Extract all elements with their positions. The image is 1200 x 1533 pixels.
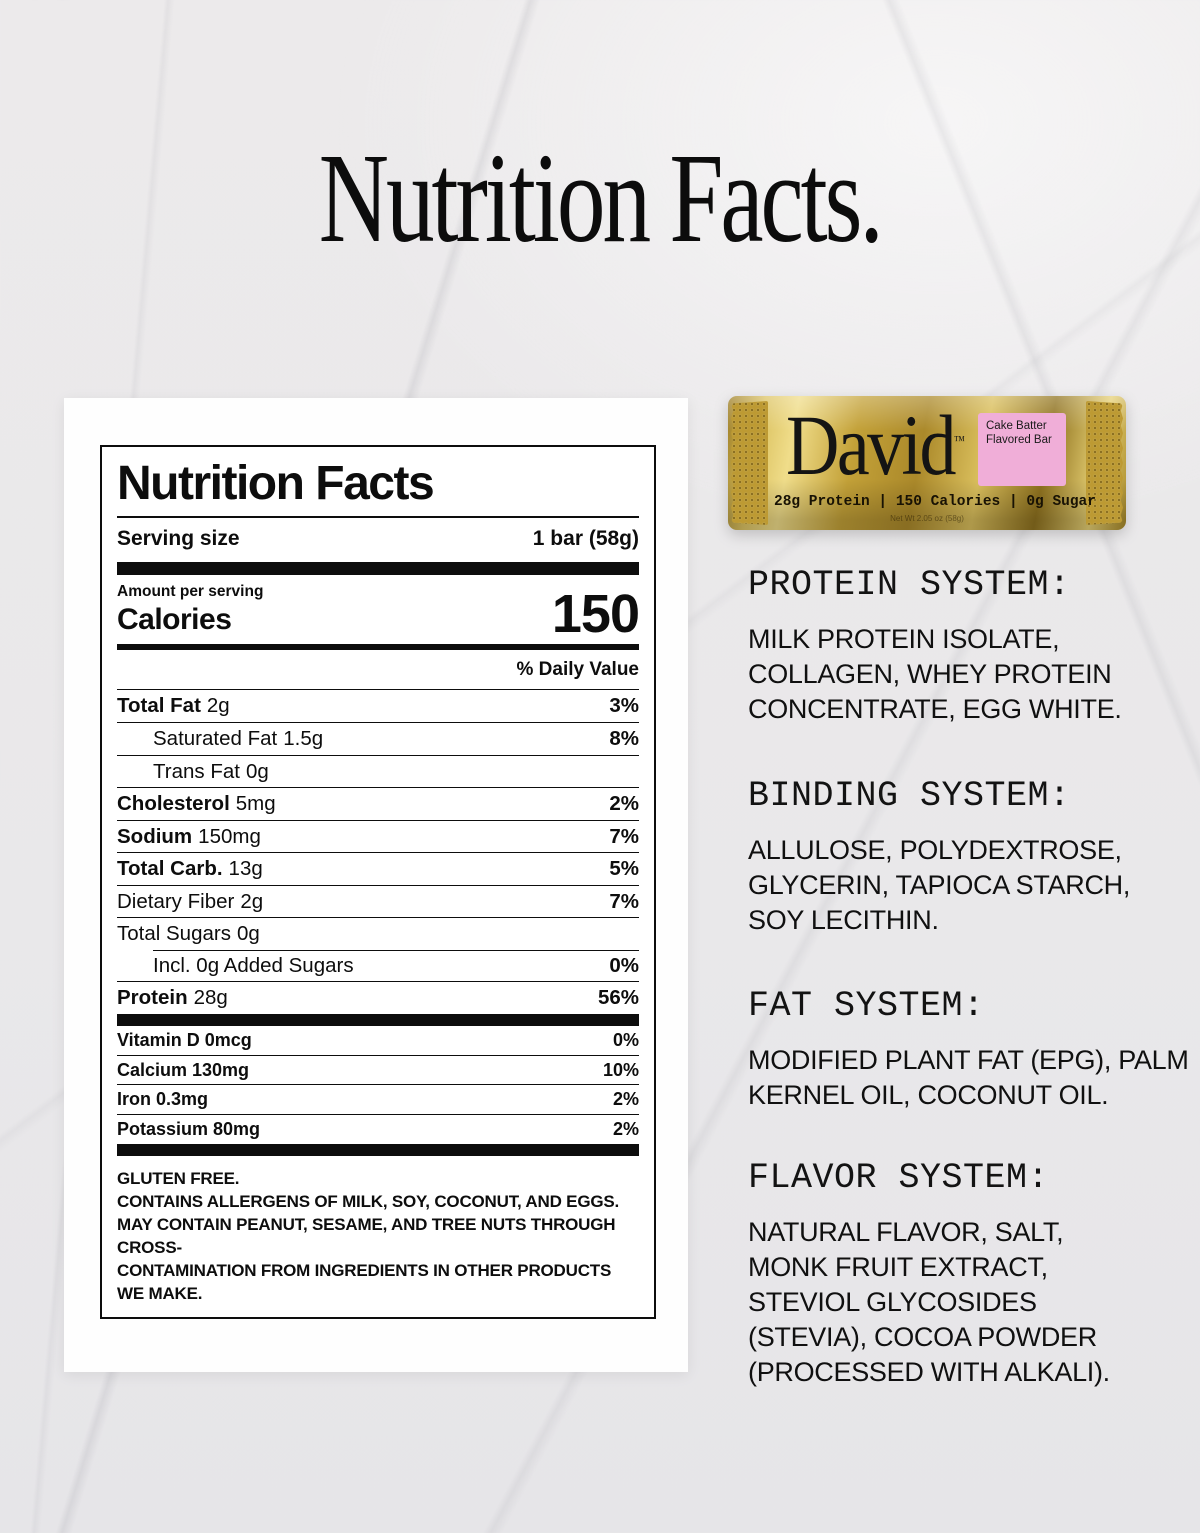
serving-size-label: Serving size xyxy=(117,527,240,551)
nutrient-name: Total Sugars xyxy=(117,922,231,946)
nutrient-name: Total Fat xyxy=(117,694,201,718)
micro-row-vitamin-d: Vitamin D 0mcg 0% xyxy=(117,1026,639,1055)
nutrient-name: Sodium xyxy=(117,824,193,848)
bar-stats: 28g Protein | 150 Calories | 0g Sugar xyxy=(774,494,1096,510)
nutrient-row-saturated-fat: Saturated Fat 1.5g 8% xyxy=(117,721,639,755)
page-title: Nutrition Facts. xyxy=(318,127,884,269)
nutrient-amount: 150mg xyxy=(198,824,261,848)
nutrient-dv: 3% xyxy=(609,694,639,718)
label-title: Nutrition Facts xyxy=(117,457,435,510)
medium-divider xyxy=(117,644,639,651)
nutrient-amount: 1.5g xyxy=(283,726,324,750)
section-heading: FAT SYSTEM: xyxy=(748,986,985,1026)
thick-divider xyxy=(117,1143,639,1156)
nutrient-dv: 7% xyxy=(609,889,639,913)
nutrient-name: Cholesterol xyxy=(117,792,230,816)
nutrient-amount: 2g xyxy=(206,694,230,718)
thick-divider xyxy=(117,562,639,576)
allergen-line: MAY CONTAIN PEANUT, SESAME, AND TREE NUT… xyxy=(117,1214,616,1257)
nutrient-name: Trans Fat xyxy=(153,759,240,783)
page-header: Nutrition Facts. xyxy=(0,128,1200,269)
nutrient-name: Incl. 0g Added Sugars xyxy=(153,953,354,977)
brand-logo: David™ xyxy=(786,402,965,488)
serving-size-row: Serving size 1 bar (58g) xyxy=(117,518,639,562)
nutrient-amount: 0g xyxy=(245,759,269,783)
nutrient-row-sodium: Sodium 150mg 7% xyxy=(117,819,639,853)
daily-value-header: % Daily Value xyxy=(516,659,639,681)
trademark-symbol: ™ xyxy=(953,432,965,448)
nutrient-dv: 7% xyxy=(609,824,639,848)
micro-row-iron: Iron 0.3mg 2% xyxy=(117,1084,639,1114)
nutrient-dv: 2% xyxy=(609,792,639,816)
nutrient-row-total-carb: Total Carb. 13g 5% xyxy=(117,852,639,885)
micro-dv: 0% xyxy=(612,1030,639,1051)
micro-name: Iron 0.3mg xyxy=(117,1089,209,1110)
section-binding-system: BINDING SYSTEM: ALLULOSE, POLYDEXTROSE, … xyxy=(748,776,1168,938)
nutrient-dv: 0% xyxy=(609,953,639,977)
flavor-tag: Cake Batter Flavored Bar xyxy=(978,413,1066,486)
micro-row-calcium: Calcium 130mg 10% xyxy=(117,1054,639,1085)
section-body: MODIFIED PLANT FAT (EPG), PALM KERNEL OI… xyxy=(748,1045,1189,1110)
section-body: MILK PROTEIN ISOLATE, COLLAGEN, WHEY PRO… xyxy=(748,624,1122,724)
nutrient-dv: 5% xyxy=(609,857,639,881)
micro-name: Potassium 80mg xyxy=(117,1119,261,1140)
section-flavor-system: FLAVOR SYSTEM: NATURAL FLAVOR, SALT, MON… xyxy=(748,1158,1140,1390)
nutrient-amount: 2g xyxy=(240,889,264,913)
section-protein-system: PROTEIN SYSTEM: MILK PROTEIN ISOLATE, CO… xyxy=(748,565,1148,727)
section-fat-system: FAT SYSTEM: MODIFIED PLANT FAT (EPG), PA… xyxy=(748,986,1200,1113)
section-heading: BINDING SYSTEM: xyxy=(748,776,1071,816)
micro-dv: 10% xyxy=(602,1059,639,1080)
micro-row-potassium: Potassium 80mg 2% xyxy=(117,1114,639,1144)
calories-row: Amount per serving Calories 150 xyxy=(117,575,640,644)
micro-name: Vitamin D 0mcg xyxy=(117,1030,252,1051)
section-heading: FLAVOR SYSTEM: xyxy=(748,1158,1050,1198)
section-heading: PROTEIN SYSTEM: xyxy=(748,565,1071,605)
nutrition-label: Nutrition Facts Serving size 1 bar (58g)… xyxy=(100,445,656,1319)
nutrient-row-cholesterol: Cholesterol 5mg 2% xyxy=(117,787,639,820)
product-bar-image: David™ Cake Batter Flavored Bar 28g Prot… xyxy=(728,396,1126,530)
nutrient-amount: 0g xyxy=(236,922,260,946)
allergen-line: CONTAINS ALLERGENS OF MILK, SOY, COCONUT… xyxy=(117,1191,620,1211)
nutrient-row-protein: Protein 28g 56% xyxy=(117,981,639,1014)
serving-size-value: 1 bar (58g) xyxy=(532,527,639,551)
allergen-line: CONTAMINATION FROM INGREDIENTS IN OTHER … xyxy=(117,1260,612,1303)
nutrient-row-added-sugars: Incl. 0g Added Sugars 0% xyxy=(117,949,639,982)
micro-dv: 2% xyxy=(612,1119,639,1140)
section-body: ALLULOSE, POLYDEXTROSE, GLYCERIN, TAPIOC… xyxy=(748,835,1131,935)
calories-left: Amount per serving Calories xyxy=(117,583,263,637)
allergen-statement: GLUTEN FREE. CONTAINS ALLERGENS OF MILK,… xyxy=(117,1156,639,1317)
nutrient-name: Protein xyxy=(117,986,188,1010)
nutrient-row-total-sugars: Total Sugars 0g xyxy=(117,917,639,950)
brand-name: David xyxy=(786,397,956,493)
amount-per-serving-label: Amount per serving xyxy=(117,583,264,601)
micro-name: Calcium 130mg xyxy=(117,1059,250,1080)
nutrient-name: Dietary Fiber xyxy=(117,889,235,913)
bar-right-crimp xyxy=(1086,401,1123,525)
nutrient-dv: 8% xyxy=(609,726,639,750)
micro-dv: 2% xyxy=(612,1089,639,1110)
nutrient-row-dietary-fiber: Dietary Fiber 2g 7% xyxy=(117,884,639,918)
nutrient-amount: 28g xyxy=(193,986,228,1010)
nutrient-dv: 56% xyxy=(597,986,639,1010)
allergen-line: GLUTEN FREE. xyxy=(117,1168,240,1188)
nutrient-amount: 13g xyxy=(228,857,263,881)
bar-left-crimp xyxy=(731,401,768,525)
bar-net-weight: Net Wt 2.05 oz (58g) xyxy=(890,514,964,523)
nutrient-name: Total Carb. xyxy=(117,857,223,881)
nutrient-name: Saturated Fat xyxy=(153,726,278,750)
calories-label: Calories xyxy=(117,603,232,637)
divider xyxy=(117,516,639,519)
nutrient-row-trans-fat: Trans Fat 0g xyxy=(117,754,639,788)
thick-divider xyxy=(117,1014,639,1027)
nutrient-amount: 5mg xyxy=(235,792,276,816)
nutrient-row-total-fat: Total Fat 2g 3% xyxy=(117,689,639,722)
calories-value: 150 xyxy=(551,583,640,644)
section-body: NATURAL FLAVOR, SALT, MONK FRUIT EXTRACT… xyxy=(748,1217,1110,1387)
